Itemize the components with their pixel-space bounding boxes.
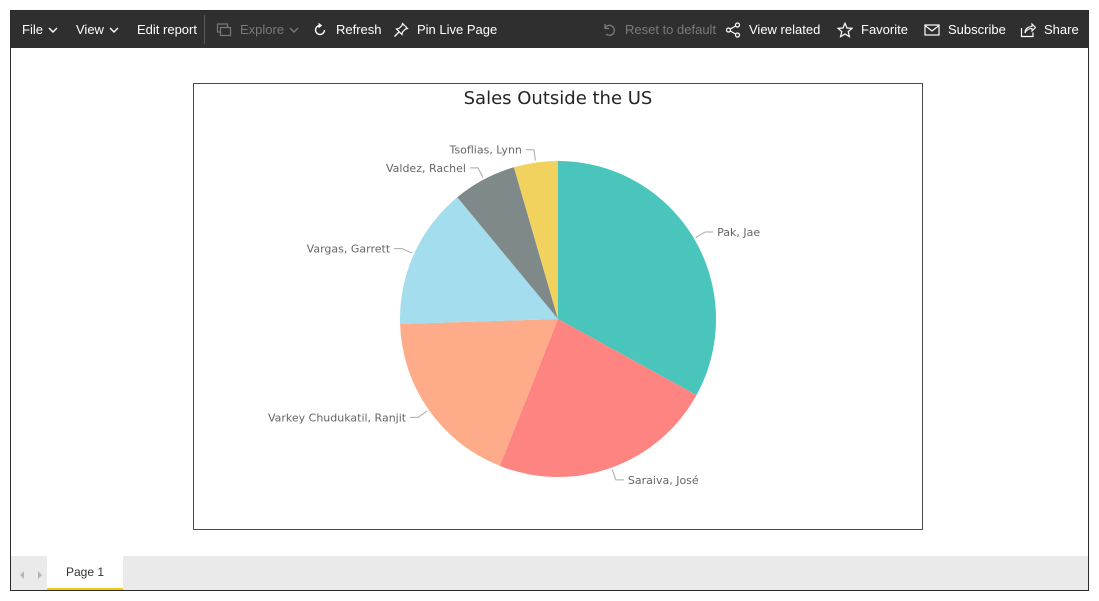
leader-line-3 <box>394 248 413 254</box>
favorite-label: Favorite <box>861 22 908 37</box>
toolbar-divider <box>204 15 205 44</box>
file-label: File <box>22 22 43 37</box>
edit-report-label: Edit report <box>137 22 197 37</box>
report-canvas: Sales Outside the US Pak, Jae Saraiva, Jo… <box>11 48 1088 555</box>
pie-chart: Pak, Jae Saraiva, José Varkey Chudukatil, … <box>268 144 760 487</box>
chevron-down-icon <box>48 25 58 35</box>
leader-line-1 <box>611 469 624 481</box>
share-label: Share <box>1044 22 1079 37</box>
next-page-arrow-icon[interactable] <box>35 568 45 580</box>
chevron-down-icon <box>289 25 299 35</box>
view-related-label: View related <box>749 22 821 37</box>
chevron-down-icon <box>109 25 119 35</box>
slice-label-3: Vargas, Garrett <box>307 243 391 256</box>
share-button[interactable]: Share <box>1019 11 1079 48</box>
explore-label: Explore <box>240 22 285 37</box>
page-tab-bar: Page 1 <box>11 556 1088 590</box>
mail-icon <box>923 21 941 39</box>
pie-slice-0[interactable] <box>558 161 717 396</box>
leader-line-5 <box>525 149 536 161</box>
subscribe-button[interactable]: Subscribe <box>923 11 1006 48</box>
pie-slice-5[interactable] <box>513 161 558 319</box>
star-icon <box>836 21 854 39</box>
leader-line-2 <box>410 410 428 418</box>
explore-icon <box>215 21 233 39</box>
pie-slice-4[interactable] <box>457 167 558 319</box>
report-toolbar: File View Edit report Explore Refresh Pi… <box>11 11 1088 48</box>
pie-slice-3[interactable] <box>400 197 558 324</box>
reset-to-default-label: Reset to default <box>625 22 717 37</box>
page-tab-1[interactable]: Page 1 <box>47 556 123 590</box>
slice-label-0: Pak, Jae <box>717 226 760 239</box>
chart-title: Sales Outside the US <box>463 88 653 109</box>
share-nodes-icon <box>724 21 742 39</box>
view-menu[interactable]: View <box>76 11 119 48</box>
pie-chart-visual[interactable]: Sales Outside the US Pak, Jae Saraiva, Jo… <box>193 83 923 530</box>
slice-label-5: Tsoflias, Lynn <box>449 144 522 157</box>
view-related-button[interactable]: View related <box>724 11 820 48</box>
pin-live-page-label: Pin Live Page <box>417 22 498 37</box>
explore-menu[interactable]: Explore <box>215 11 299 48</box>
pie-slice-1[interactable] <box>499 319 697 478</box>
subscribe-label: Subscribe <box>948 22 1006 37</box>
pin-live-page-button[interactable]: Pin Live Page <box>392 11 497 48</box>
report-window: File View Edit report Explore Refresh Pi… <box>10 10 1089 591</box>
slice-label-2: Varkey Chudukatil, Ranjit <box>268 411 407 424</box>
slice-label-4: Valdez, Rachel <box>386 162 466 175</box>
page-tab-label: Page 1 <box>65 565 105 579</box>
reset-icon <box>600 21 618 39</box>
leader-line-4 <box>469 167 484 178</box>
leader-line-0 <box>695 231 714 238</box>
favorite-button[interactable]: Favorite <box>836 11 908 48</box>
reset-to-default-button[interactable]: Reset to default <box>600 11 716 48</box>
pin-icon <box>392 21 410 39</box>
view-label: View <box>76 22 104 37</box>
pie-slice-2[interactable] <box>400 319 558 466</box>
refresh-button[interactable]: Refresh <box>311 11 382 48</box>
edit-report-button[interactable]: Edit report <box>137 11 197 48</box>
share-icon <box>1019 21 1037 39</box>
file-menu[interactable]: File <box>22 11 58 48</box>
refresh-icon <box>311 21 329 39</box>
refresh-label: Refresh <box>336 22 382 37</box>
previous-page-arrow-icon[interactable] <box>17 568 27 580</box>
slice-label-1: Saraiva, José <box>628 474 699 487</box>
